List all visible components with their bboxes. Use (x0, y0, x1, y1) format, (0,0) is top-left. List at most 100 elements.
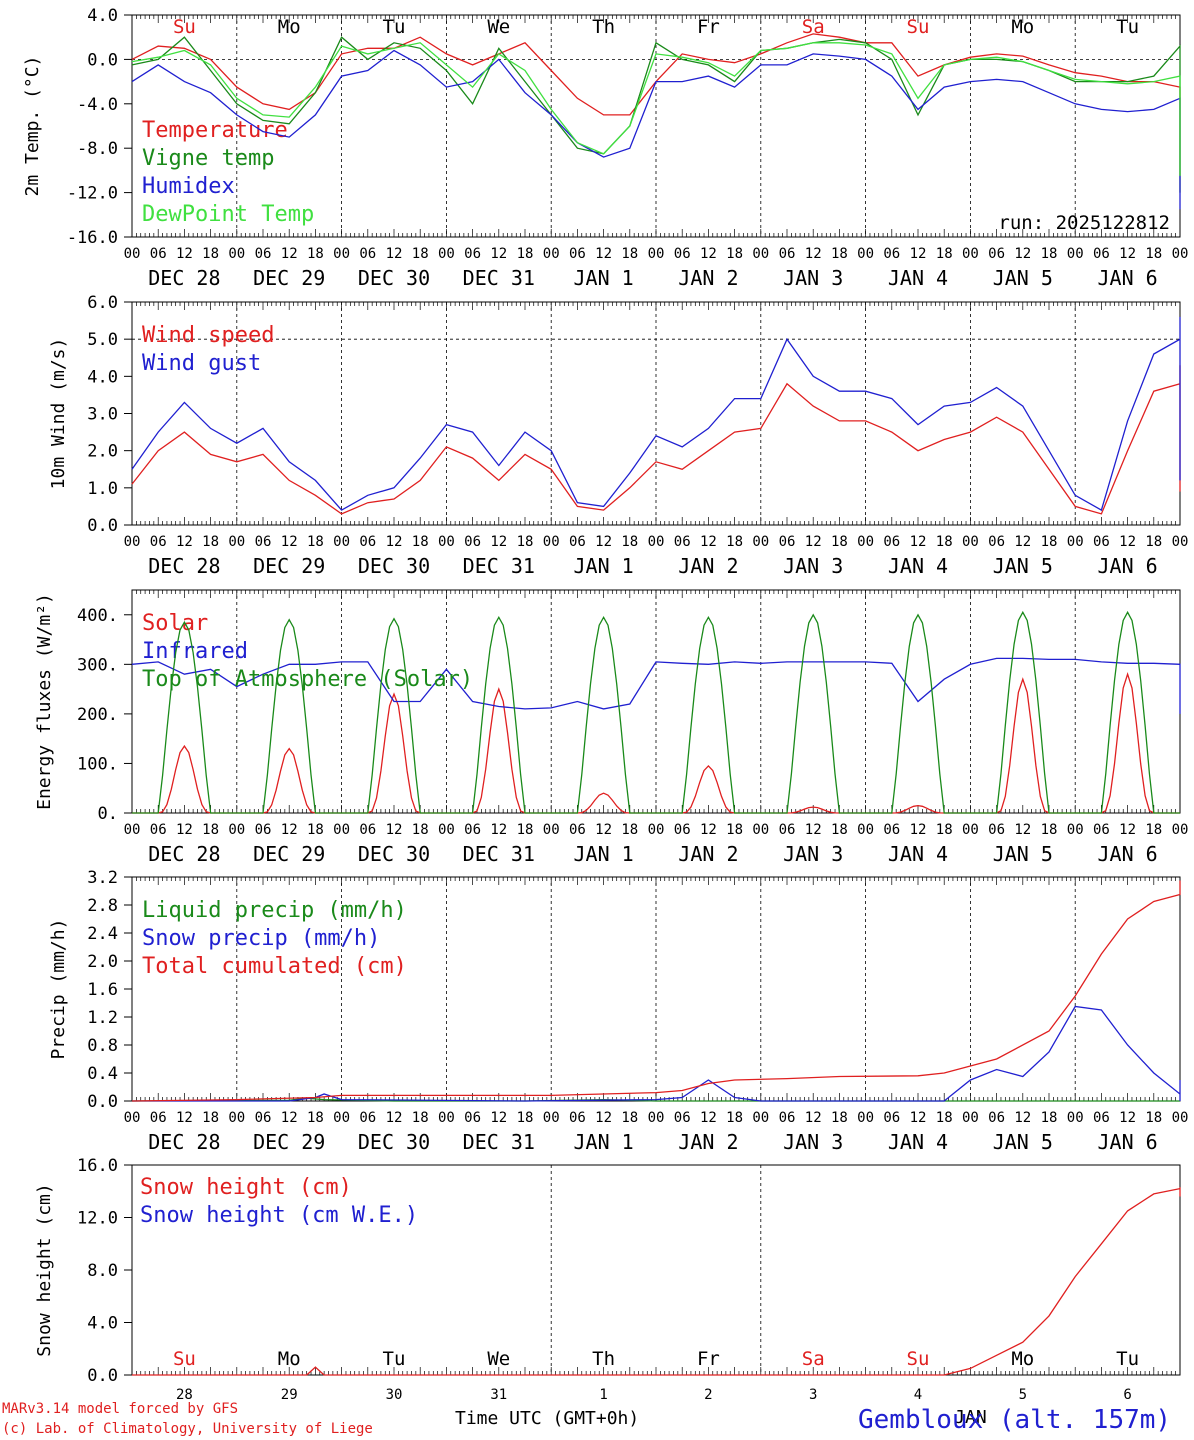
day-label: JAN 6 (1097, 266, 1157, 290)
hour-tick-label: 12 (176, 1110, 193, 1126)
day-label: JAN 4 (888, 842, 948, 866)
y-tick-label: -12.0 (67, 184, 118, 204)
weekday-label: Su (173, 1348, 196, 1370)
hour-tick-label: 12 (910, 822, 927, 838)
panels-layer: 4.0 0.0 -4.0 -8.0 -12.0 -16.0 2m Temp. (°C) 00 0… (22, 6, 1188, 1428)
hour-tick-label: 00 (228, 1110, 245, 1126)
y-tick-label: 4.0 (87, 1314, 118, 1334)
hour-tick-label: 18 (1041, 822, 1058, 838)
y-tick-label: 8.0 (87, 1261, 118, 1281)
y-axis-label: Precip (mm/h) (48, 919, 69, 1060)
day-number-label: 28 (176, 1387, 193, 1403)
weekday-label: Sa (802, 1348, 825, 1370)
legend-entry: Wind speed (142, 323, 274, 348)
hour-tick-label: 12 (910, 1110, 927, 1126)
hour-tick-label: 12 (1119, 534, 1136, 550)
y-tick-label: 6.0 (87, 293, 118, 313)
hour-tick-label: 06 (883, 822, 900, 838)
hour-tick-label: 18 (831, 534, 848, 550)
y-tick-label: 2.8 (87, 896, 118, 916)
hour-tick-label: 06 (674, 822, 691, 838)
day-label: JAN 3 (783, 554, 843, 578)
hour-tick-label: 06 (674, 1110, 691, 1126)
y-tick-label: 0. (98, 804, 118, 824)
hour-tick-label: 18 (621, 246, 638, 262)
hour-tick-label: 06 (150, 246, 167, 262)
panel-2: 6.0 5.0 4.0 3.0 2.0 1.0 0.0 10m Wind (m/s) 00 06 1… (48, 293, 1188, 578)
hour-tick-label: 00 (1172, 1110, 1189, 1126)
weekday-label: Su (907, 1348, 930, 1370)
y-tick-label: 3.0 (87, 405, 118, 425)
day-label: JAN 1 (573, 554, 633, 578)
legend-entry: Vigne temp (142, 146, 274, 171)
weekday-label: Su (907, 16, 930, 38)
hour-tick-label: 18 (412, 822, 429, 838)
hour-tick-label: 18 (726, 822, 743, 838)
hour-tick-label: 00 (752, 1110, 769, 1126)
weekday-label: Tu (383, 16, 406, 38)
hour-tick-label: 00 (438, 822, 455, 838)
series-line-snow-precip-mm-h- (132, 1005, 1181, 1102)
y-axis-label: 10m Wind (m/s) (48, 338, 69, 490)
hour-tick-label: 12 (805, 822, 822, 838)
weekday-label: Mo (1011, 1348, 1034, 1370)
hour-tick-label: 06 (1093, 822, 1110, 838)
hour-tick-label: 06 (988, 822, 1005, 838)
hour-tick-label: 12 (595, 822, 612, 838)
series-line-solar (132, 672, 1180, 814)
hour-tick-label: 00 (124, 1110, 141, 1126)
hour-tick-label: 18 (307, 534, 324, 550)
legend-entry: Snow height (cm W.E.) (140, 1203, 418, 1228)
hour-tick-label: 18 (621, 1110, 638, 1126)
day-label: JAN 1 (573, 266, 633, 290)
weekday-label: Tu (383, 1348, 406, 1370)
day-number-label: 29 (281, 1387, 298, 1403)
hour-tick-label: 00 (333, 1110, 350, 1126)
hour-tick-label: 00 (124, 534, 141, 550)
y-tick-label: -8.0 (77, 139, 118, 159)
day-label: DEC 29 (253, 554, 325, 578)
hour-tick-label: 06 (464, 1110, 481, 1126)
y-tick-label: 200. (77, 705, 118, 725)
hour-tick-label: 00 (857, 822, 874, 838)
hour-tick-label: 18 (202, 1110, 219, 1126)
legend-entry: Temperature (142, 118, 288, 143)
hour-tick-label: 12 (176, 534, 193, 550)
day-number-label: 4 (914, 1387, 922, 1403)
legend-entry: Solar (142, 611, 208, 636)
hour-tick-label: 18 (202, 246, 219, 262)
day-number-label: 3 (809, 1387, 817, 1403)
y-axis-label: Snow height (cm) (34, 1183, 55, 1356)
hour-tick-label: 12 (700, 822, 717, 838)
hour-tick-label: 00 (543, 822, 560, 838)
day-label: JAN 3 (783, 842, 843, 866)
hour-tick-label: 12 (281, 534, 298, 550)
hour-tick-label: 00 (228, 534, 245, 550)
hour-tick-label: 18 (1041, 1110, 1058, 1126)
hour-tick-label: 00 (1067, 822, 1084, 838)
series-line-total-cumulated-cm- (131, 880, 1181, 1102)
hour-tick-label: 06 (779, 534, 796, 550)
y-axis-label: 2m Temp. (°C) (22, 56, 43, 197)
hour-tick-label: 00 (228, 822, 245, 838)
hour-tick-label: 18 (307, 1110, 324, 1126)
hour-tick-label: 12 (281, 1110, 298, 1126)
series-line-temperature (131, 33, 1181, 176)
day-number-label: 1 (599, 1387, 607, 1403)
hour-tick-label: 00 (857, 1110, 874, 1126)
hour-tick-label: 06 (1093, 534, 1110, 550)
hour-tick-label: 06 (464, 534, 481, 550)
hour-tick-label: 18 (936, 534, 953, 550)
day-label: JAN 4 (888, 554, 948, 578)
hour-tick-label: 18 (412, 534, 429, 550)
weekday-label: Fr (697, 16, 720, 38)
weekday-label: Tu (1116, 16, 1139, 38)
day-label: JAN 2 (678, 554, 738, 578)
hour-tick-label: 12 (490, 246, 507, 262)
hour-tick-label: 06 (255, 246, 272, 262)
hour-tick-label: 12 (595, 1110, 612, 1126)
hour-tick-label: 00 (124, 246, 141, 262)
hour-tick-label: 12 (386, 1110, 403, 1126)
day-label: DEC 28 (148, 554, 220, 578)
day-label: DEC 29 (253, 1130, 325, 1154)
